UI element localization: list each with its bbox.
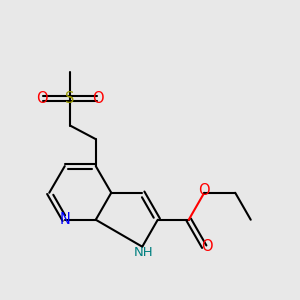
Text: NH: NH: [134, 246, 154, 259]
Text: N: N: [59, 212, 70, 227]
Text: O: O: [198, 183, 210, 198]
Text: O: O: [202, 239, 213, 254]
Text: O: O: [36, 91, 47, 106]
Text: O: O: [92, 91, 104, 106]
Text: S: S: [65, 91, 75, 106]
